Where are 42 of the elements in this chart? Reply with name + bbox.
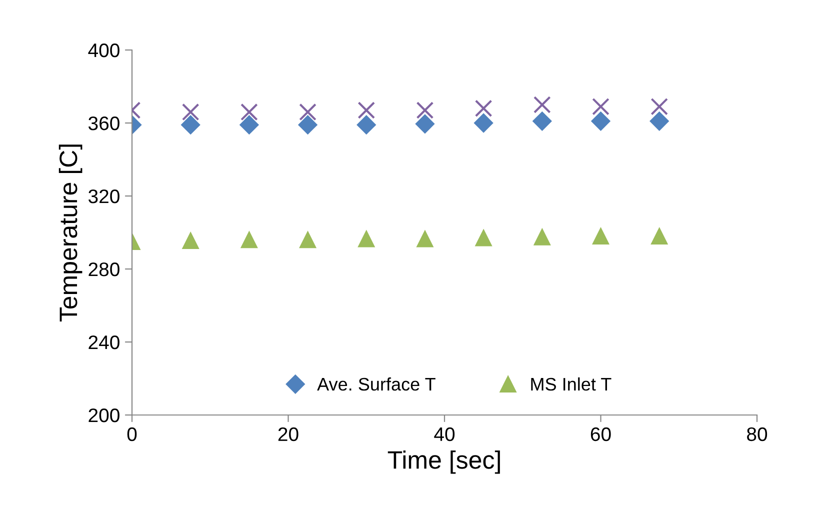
point [651, 228, 668, 244]
x-tick-label: 80 [747, 427, 768, 442]
x-tick-label: 0 [127, 427, 137, 442]
point [182, 103, 200, 121]
point [592, 228, 610, 244]
point [650, 112, 669, 131]
x-axis-title: Time [sec] [388, 450, 500, 474]
y-tick-label: 320 [88, 189, 120, 204]
x-tick-label: 20 [278, 427, 298, 442]
point [182, 232, 199, 250]
point [475, 230, 492, 246]
point [534, 228, 550, 246]
y-axis-title: Temperature [C] [58, 144, 82, 322]
point [592, 98, 610, 116]
point [532, 112, 552, 131]
y-tick-label: 400 [88, 43, 120, 58]
y-tick-label: 240 [88, 335, 120, 350]
point [240, 115, 259, 134]
point [591, 112, 610, 131]
point [474, 113, 494, 133]
point [299, 103, 316, 121]
x-tick-label: 60 [590, 427, 611, 442]
legend-label: Ave. Surface T [317, 377, 436, 391]
y-tick-label: 360 [88, 116, 120, 130]
y-tick-label: 280 [88, 262, 120, 276]
point [415, 114, 435, 134]
y-tick-label: 200 [88, 408, 120, 422]
point [240, 103, 258, 121]
point [299, 231, 316, 248]
point [416, 102, 434, 119]
point [416, 230, 434, 248]
point [650, 98, 668, 116]
point [358, 230, 375, 248]
point [474, 100, 492, 118]
point [181, 115, 200, 134]
point [533, 96, 551, 114]
point [356, 115, 376, 134]
x-tick-label: 40 [434, 427, 455, 442]
point [240, 231, 258, 248]
legend-label: MS Inlet T [531, 377, 612, 391]
point [358, 102, 376, 119]
point [298, 115, 318, 134]
